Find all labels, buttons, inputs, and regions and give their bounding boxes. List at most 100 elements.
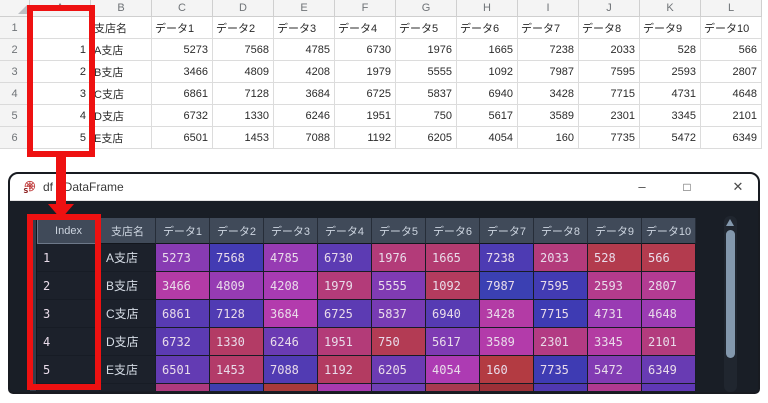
dataframe-value-cell[interactable]: 1453	[210, 356, 264, 384]
excel-cell[interactable]: 6940	[457, 83, 518, 105]
excel-cell[interactable]: 5472	[640, 127, 701, 149]
dataframe-column-header[interactable]: データ4	[318, 218, 372, 244]
dataframe-value-cell[interactable]: 3345	[588, 328, 642, 356]
excel-cell[interactable]: データ9	[640, 17, 701, 39]
dataframe-index-cell[interactable]: 4	[37, 328, 100, 356]
excel-cell[interactable]: 6501	[152, 127, 213, 149]
excel-cell[interactable]: 2593	[640, 61, 701, 83]
excel-cell[interactable]: 6730	[335, 39, 396, 61]
minimize-button[interactable]: –	[638, 179, 646, 194]
excel-cell[interactable]: 7735	[579, 127, 640, 149]
dataframe-value-cell[interactable]: 5273	[156, 244, 210, 272]
dataframe-value-cell[interactable]: 6730	[318, 244, 372, 272]
excel-column-header-a[interactable]: A	[30, 0, 91, 17]
excel-cell[interactable]: 4731	[640, 83, 701, 105]
excel-cell[interactable]: 4208	[274, 61, 335, 83]
dataframe-index-cell[interactable]: 5	[37, 356, 100, 384]
dataframe-value-cell[interactable]: 566	[642, 244, 696, 272]
dataframe-value-cell[interactable]: 6349	[642, 356, 696, 384]
dataframe-value-cell[interactable]: 6205	[372, 356, 426, 384]
excel-cell[interactable]	[30, 17, 91, 39]
dataframe-index-cell[interactable]: 2	[37, 272, 100, 300]
excel-cell[interactable]: 4054	[457, 127, 518, 149]
excel-cell[interactable]: 6725	[335, 83, 396, 105]
dataframe-value-cell[interactable]: 5617	[426, 328, 480, 356]
dataframe-value-cell[interactable]: 7595	[534, 272, 588, 300]
excel-cell[interactable]: 3	[30, 83, 91, 105]
excel-cell[interactable]: 1330	[213, 105, 274, 127]
excel-cell[interactable]: 566	[701, 39, 762, 61]
dataframe-value-cell[interactable]: 2101	[642, 328, 696, 356]
excel-column-header-b[interactable]: B	[91, 0, 152, 17]
excel-column-header-d[interactable]: D	[213, 0, 274, 17]
excel-cell[interactable]: 6349	[701, 127, 762, 149]
dataframe-column-header[interactable]: データ3	[264, 218, 318, 244]
excel-cell[interactable]: 1092	[457, 61, 518, 83]
scrollbar-thumb[interactable]	[726, 230, 735, 358]
dataframe-branch-cell[interactable]: A支店	[100, 244, 156, 272]
excel-column-header-l[interactable]: L	[701, 0, 762, 17]
dataframe-value-cell[interactable]: 1330	[210, 328, 264, 356]
dataframe-value-cell[interactable]: 2301	[534, 328, 588, 356]
excel-row-header-2[interactable]: 2	[0, 39, 30, 61]
dataframe-value-cell[interactable]: 4785	[264, 244, 318, 272]
excel-cell[interactable]: 2033	[579, 39, 640, 61]
dataframe-value-cell[interactable]: 6501	[156, 356, 210, 384]
excel-cell[interactable]: D支店	[91, 105, 152, 127]
dataframe-value-cell[interactable]: 7568	[210, 244, 264, 272]
excel-select-all-button[interactable]	[0, 0, 30, 17]
excel-cell[interactable]: 2101	[701, 105, 762, 127]
excel-column-header-j[interactable]: J	[579, 0, 640, 17]
dataframe-branch-cell[interactable]: B支店	[100, 272, 156, 300]
excel-cell[interactable]: 5	[30, 127, 91, 149]
excel-cell[interactable]: 1951	[335, 105, 396, 127]
excel-cell[interactable]: 4785	[274, 39, 335, 61]
dataframe-value-cell[interactable]: 7088	[264, 356, 318, 384]
dataframe-value-cell[interactable]: 160	[480, 356, 534, 384]
dataframe-branch-cell[interactable]: D支店	[100, 328, 156, 356]
dataframe-value-cell[interactable]: 6732	[156, 328, 210, 356]
excel-column-header-h[interactable]: H	[457, 0, 518, 17]
excel-cell[interactable]: データ7	[518, 17, 579, 39]
excel-column-header-e[interactable]: E	[274, 0, 335, 17]
dataframe-value-cell[interactable]: 1092	[426, 272, 480, 300]
dataframe-column-header[interactable]: 支店名	[100, 218, 156, 244]
excel-cell[interactable]: 7715	[579, 83, 640, 105]
scroll-up-icon[interactable]	[726, 219, 734, 226]
excel-cell[interactable]: E支店	[91, 127, 152, 149]
excel-cell[interactable]: 7128	[213, 83, 274, 105]
dataframe-value-cell[interactable]: 7987	[480, 272, 534, 300]
excel-cell[interactable]: 3684	[274, 83, 335, 105]
excel-cell[interactable]: 7088	[274, 127, 335, 149]
dataframe-value-cell[interactable]: 7715	[534, 300, 588, 328]
excel-row-header-4[interactable]: 4	[0, 83, 30, 105]
excel-cell[interactable]: データ6	[457, 17, 518, 39]
excel-cell[interactable]: 4809	[213, 61, 274, 83]
excel-column-header-f[interactable]: F	[335, 0, 396, 17]
excel-row-header-6[interactable]: 6	[0, 127, 30, 149]
dataframe-branch-cell[interactable]: C支店	[100, 300, 156, 328]
dataframe-column-header[interactable]: データ6	[426, 218, 480, 244]
dataframe-value-cell[interactable]: 3466	[156, 272, 210, 300]
excel-row-header-5[interactable]: 5	[0, 105, 30, 127]
excel-cell[interactable]: 7568	[213, 39, 274, 61]
dataframe-value-cell[interactable]: 5555	[372, 272, 426, 300]
dataframe-value-cell[interactable]: 4648	[642, 300, 696, 328]
window-titlebar[interactable]: S df - DataFrame – □ ✕	[10, 174, 758, 201]
excel-column-header-g[interactable]: G	[396, 0, 457, 17]
dataframe-value-cell[interactable]: 750	[372, 328, 426, 356]
excel-cell[interactable]: データ4	[335, 17, 396, 39]
dataframe-column-header[interactable]: データ5	[372, 218, 426, 244]
excel-cell[interactable]: 5837	[396, 83, 457, 105]
excel-cell[interactable]: 6205	[396, 127, 457, 149]
excel-cell[interactable]: 160	[518, 127, 579, 149]
excel-cell[interactable]: 1192	[335, 127, 396, 149]
dataframe-value-cell[interactable]: 528	[588, 244, 642, 272]
excel-cell[interactable]: 1665	[457, 39, 518, 61]
dataframe-column-header[interactable]: データ7	[480, 218, 534, 244]
excel-cell[interactable]: 支店名	[91, 17, 152, 39]
dataframe-column-header[interactable]: データ10	[642, 218, 696, 244]
dataframe-value-cell[interactable]: 6861	[156, 300, 210, 328]
dataframe-value-cell[interactable]: 4054	[426, 356, 480, 384]
excel-cell[interactable]: 4	[30, 105, 91, 127]
